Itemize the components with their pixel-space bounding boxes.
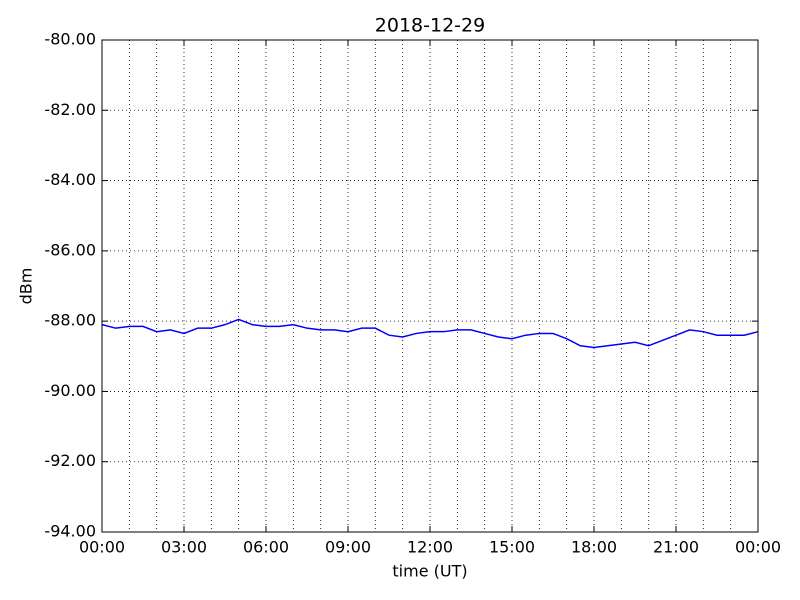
x-tick-label: 06:00 [243, 538, 289, 557]
x-tick-label: 12:00 [407, 538, 453, 557]
y-tick-label: -92.00 [44, 451, 96, 470]
x-tick-label: 18:00 [571, 538, 617, 557]
y-tick-label: -80.00 [44, 30, 96, 49]
data-line [101, 318, 759, 349]
x-tick-label: 00:00 [735, 538, 781, 557]
y-tick-label: -94.00 [44, 522, 96, 541]
y-tick-label: -86.00 [44, 240, 96, 259]
y-axis-label: dBm [17, 268, 36, 305]
x-tick-label: 03:00 [161, 538, 207, 557]
x-tick-label: 15:00 [489, 538, 535, 557]
chart-title: 2018-12-29 [375, 15, 485, 37]
x-tick-label: 00:00 [79, 538, 125, 557]
plot-frame [101, 39, 759, 533]
x-tick-label: 09:00 [325, 538, 371, 557]
y-tick-label: -84.00 [44, 170, 96, 189]
y-tick-label: -88.00 [44, 311, 96, 330]
x-tick-label: 21:00 [653, 538, 699, 557]
x-axis-label: time (UT) [392, 562, 467, 581]
y-tick-label: -90.00 [44, 381, 96, 400]
y-tick-label: -82.00 [44, 100, 96, 119]
